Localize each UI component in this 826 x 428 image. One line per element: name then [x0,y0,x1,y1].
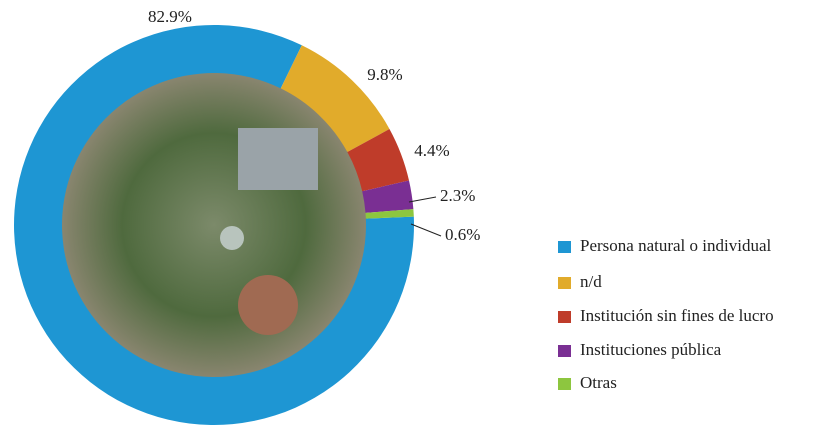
legend-label: Otras [580,373,617,392]
legend-label: Institución sin fines de lucro [580,306,774,325]
leader-line [408,196,437,203]
leader-line [410,223,442,237]
donut-segment [280,45,390,153]
photo-roof [238,128,318,190]
value-label: 0.6% [445,225,480,244]
donut-segment [347,129,409,192]
donut-segment [362,180,414,213]
value-label: 9.8% [367,65,402,84]
legend-swatch [558,311,571,323]
donut-segment [365,209,414,219]
photo-dome [238,275,298,335]
value-label: 4.4% [414,141,449,160]
value-label: 2.3% [440,186,475,205]
value-label: 82.9% [148,7,192,26]
center-photo [61,72,367,378]
legend-swatch [558,378,571,390]
legend-label: Instituciones pública [580,340,722,359]
legend-swatch [558,345,571,357]
legend-swatch [558,277,571,289]
photo-fountain [220,226,244,250]
legend-label: Persona natural o individual [580,236,771,255]
legend-swatch [558,241,571,253]
legend-label: n/d [580,272,602,291]
